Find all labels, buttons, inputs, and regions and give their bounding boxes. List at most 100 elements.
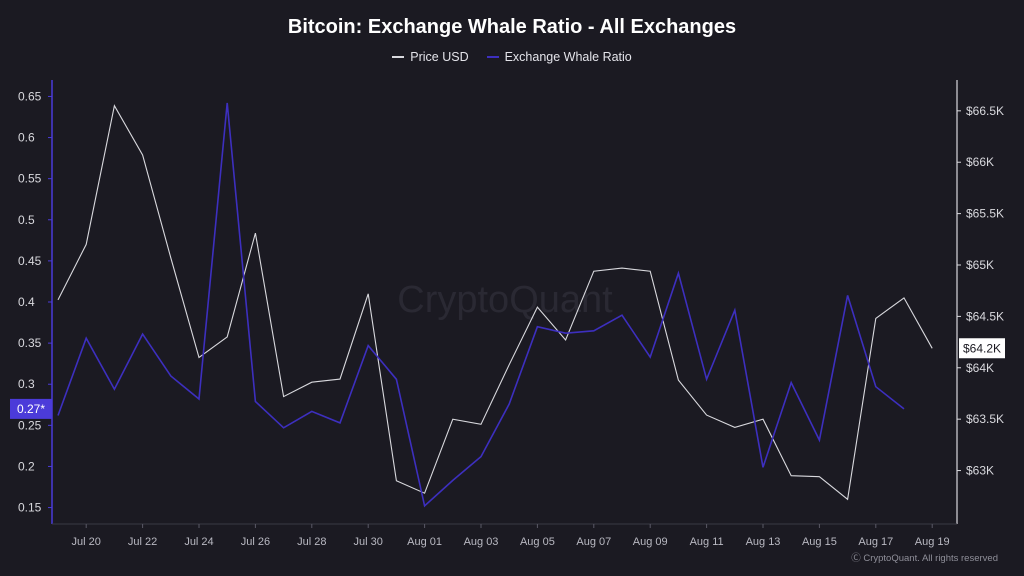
price-point[interactable] bbox=[451, 417, 455, 421]
price-point[interactable] bbox=[733, 425, 737, 429]
left-tick-label: 0.4 bbox=[18, 295, 35, 309]
left-tick-label: 0.55 bbox=[18, 172, 42, 186]
ratio-point[interactable] bbox=[197, 397, 201, 401]
price-point[interactable] bbox=[394, 479, 398, 483]
ratio-point[interactable] bbox=[535, 325, 539, 329]
ratio-point[interactable] bbox=[423, 504, 427, 508]
price-point[interactable] bbox=[423, 491, 427, 495]
x-tick-label: Aug 03 bbox=[464, 536, 499, 548]
price-point[interactable] bbox=[310, 380, 314, 384]
legend-swatch-ratio bbox=[486, 56, 499, 58]
right-tick-label: $66K bbox=[966, 155, 994, 169]
ratio-point[interactable] bbox=[874, 385, 878, 389]
ratio-point[interactable] bbox=[225, 101, 229, 105]
legend-item-price[interactable]: Price USD bbox=[392, 50, 469, 64]
current-ratio-badge: 0.27* bbox=[10, 398, 52, 419]
ratio-point[interactable] bbox=[253, 399, 257, 403]
ratio-point[interactable] bbox=[902, 407, 906, 411]
price-point[interactable] bbox=[535, 305, 539, 309]
ratio-point[interactable] bbox=[394, 377, 398, 381]
right-axis-ticks: $63K $63.5K $64K $64.5K $65K $65.5K $66K $66.5K bbox=[957, 104, 1004, 478]
price-point[interactable] bbox=[479, 422, 483, 426]
price-point[interactable] bbox=[676, 378, 680, 382]
price-point[interactable] bbox=[366, 292, 370, 296]
copyright-footer: Ⓒ CryptoQuant. All rights reserved bbox=[851, 553, 998, 564]
x-tick-label: Jul 22 bbox=[128, 536, 157, 548]
x-tick-label: Jul 26 bbox=[241, 536, 270, 548]
ratio-point[interactable] bbox=[789, 381, 793, 385]
left-tick-label: 0.25 bbox=[18, 418, 42, 432]
price-point[interactable] bbox=[84, 242, 88, 246]
ratio-point[interactable] bbox=[84, 336, 88, 340]
ratio-point[interactable] bbox=[705, 377, 709, 381]
ratio-point[interactable] bbox=[112, 387, 116, 391]
x-tick-label: Jul 30 bbox=[354, 536, 383, 548]
price-point[interactable] bbox=[846, 497, 850, 501]
ratio-point[interactable] bbox=[592, 329, 596, 333]
legend-label-ratio: Exchange Whale Ratio bbox=[504, 50, 632, 64]
x-tick-label: Jul 20 bbox=[72, 536, 101, 548]
left-tick-label: 0.3 bbox=[18, 377, 35, 391]
price-point[interactable] bbox=[592, 269, 596, 273]
ratio-point[interactable] bbox=[282, 426, 286, 430]
legend: Price USD Exchange Whale Ratio bbox=[0, 50, 1024, 64]
right-tick-label: $66.5K bbox=[966, 104, 1004, 118]
price-point[interactable] bbox=[789, 474, 793, 478]
price-point[interactable] bbox=[705, 413, 709, 417]
price-point[interactable] bbox=[930, 346, 934, 350]
ratio-point[interactable] bbox=[676, 271, 680, 275]
ratio-point[interactable] bbox=[169, 374, 173, 378]
left-tick-label: 0.6 bbox=[18, 131, 35, 145]
left-tick-label: 0.35 bbox=[18, 336, 42, 350]
price-point[interactable] bbox=[902, 296, 906, 300]
x-tick-label: Aug 19 bbox=[915, 536, 950, 548]
ratio-point[interactable] bbox=[648, 355, 652, 359]
ratio-point[interactable] bbox=[620, 313, 624, 317]
ratio-point[interactable] bbox=[761, 465, 765, 469]
price-point[interactable] bbox=[564, 338, 568, 342]
left-tick-label: 0.15 bbox=[18, 501, 42, 515]
legend-item-ratio[interactable]: Exchange Whale Ratio bbox=[486, 50, 632, 64]
ratio-point[interactable] bbox=[733, 308, 737, 312]
ratio-point[interactable] bbox=[451, 478, 455, 482]
price-point[interactable] bbox=[225, 335, 229, 339]
price-point[interactable] bbox=[620, 266, 624, 270]
x-tick-label: Aug 09 bbox=[633, 536, 668, 548]
price-point[interactable] bbox=[338, 377, 342, 381]
price-point[interactable] bbox=[817, 475, 821, 479]
price-point[interactable] bbox=[169, 256, 173, 260]
price-point[interactable] bbox=[253, 231, 257, 235]
left-axis-ticks: 0.15 0.2 0.25 0.3 0.35 0.4 0.45 0.5 0.55 0.6 0.65 bbox=[18, 89, 52, 515]
ratio-point[interactable] bbox=[479, 455, 483, 459]
ratio-point[interactable] bbox=[338, 421, 342, 425]
right-tick-label: $63K bbox=[966, 464, 994, 478]
ratio-point[interactable] bbox=[564, 331, 568, 335]
right-tick-label: $65K bbox=[966, 258, 994, 272]
ratio-point[interactable] bbox=[846, 293, 850, 297]
price-point[interactable] bbox=[282, 395, 286, 399]
x-tick-label: Aug 17 bbox=[858, 536, 893, 548]
price-point[interactable] bbox=[874, 316, 878, 320]
price-point[interactable] bbox=[507, 363, 511, 367]
ratio-point[interactable] bbox=[817, 438, 821, 442]
price-point[interactable] bbox=[197, 356, 201, 360]
x-tick-label: Aug 05 bbox=[520, 536, 555, 548]
price-point[interactable] bbox=[112, 104, 116, 108]
price-point[interactable] bbox=[141, 153, 145, 157]
x-tick-label: Aug 11 bbox=[690, 536, 724, 548]
series-line-ratio bbox=[57, 102, 905, 508]
price-point[interactable] bbox=[56, 298, 60, 302]
price-point[interactable] bbox=[761, 417, 765, 421]
x-tick-label: Jul 24 bbox=[184, 536, 213, 548]
ratio-point[interactable] bbox=[310, 409, 314, 413]
ratio-point[interactable] bbox=[141, 332, 145, 336]
ratio-point[interactable] bbox=[56, 413, 60, 417]
ratio-point[interactable] bbox=[366, 344, 370, 348]
ratio-point[interactable] bbox=[507, 402, 511, 406]
price-point[interactable] bbox=[648, 269, 652, 273]
left-tick-label: 0.65 bbox=[18, 89, 42, 103]
chart-title: Bitcoin: Exchange Whale Ratio - All Exch… bbox=[287, 16, 737, 38]
x-axis-ticks: Jul 20 Jul 22 Jul 24 Jul 26 Jul 28 Jul 30 Aug … bbox=[72, 524, 950, 548]
